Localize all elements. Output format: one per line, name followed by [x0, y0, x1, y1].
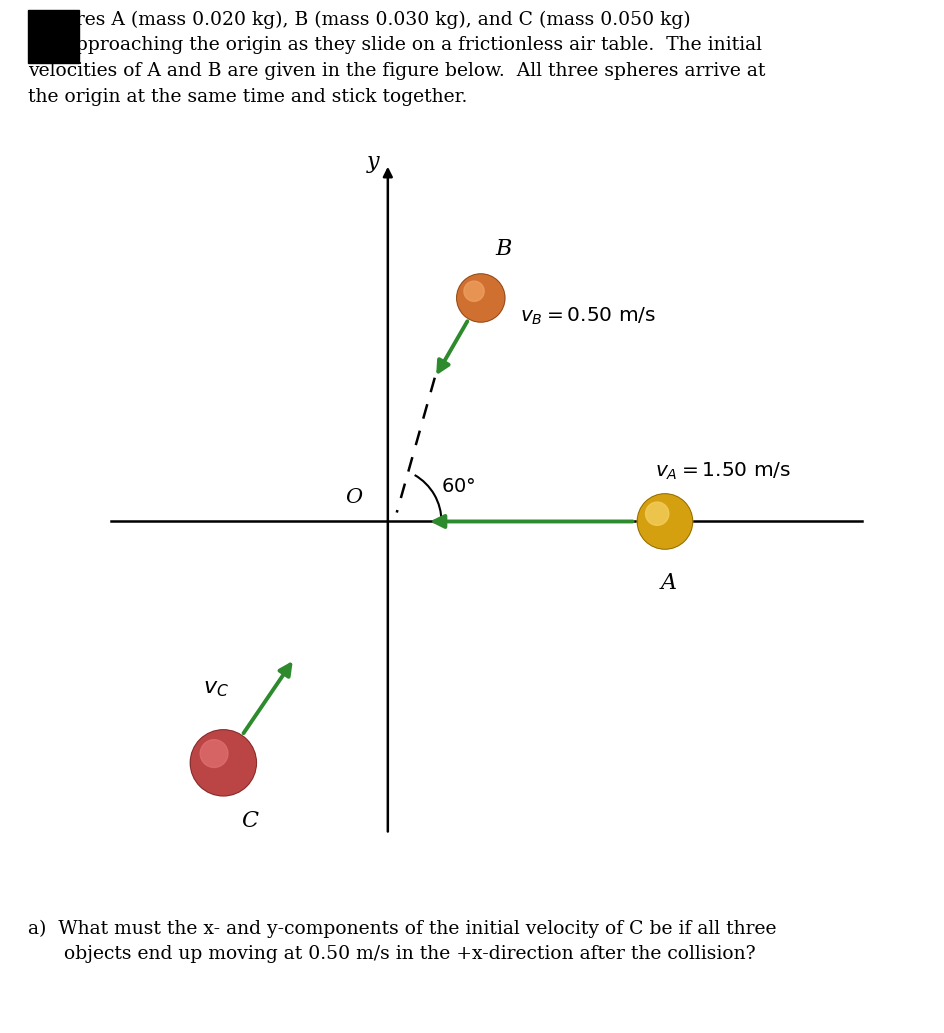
- Text: Spheres A (mass 0.020 kg), B (mass 0.030 kg), and C (mass 0.050 kg)
are approach: Spheres A (mass 0.020 kg), B (mass 0.030…: [28, 10, 766, 105]
- Text: B: B: [495, 238, 512, 259]
- FancyBboxPatch shape: [28, 10, 78, 63]
- Text: $60°$: $60°$: [442, 478, 476, 497]
- Text: y: y: [367, 151, 379, 173]
- Circle shape: [457, 274, 505, 322]
- Text: a)  What must the x- and y-components of the initial velocity of C be if all thr: a) What must the x- and y-components of …: [28, 919, 777, 964]
- Text: $v_A = 1.50\ \mathrm{m/s}$: $v_A = 1.50\ \mathrm{m/s}$: [655, 461, 791, 482]
- Circle shape: [200, 740, 228, 768]
- Circle shape: [191, 729, 257, 795]
- Circle shape: [637, 494, 693, 550]
- Text: $v_C$: $v_C$: [203, 678, 228, 699]
- Text: C: C: [242, 810, 259, 833]
- Text: A: A: [661, 572, 677, 594]
- Text: O: O: [346, 489, 362, 507]
- Text: $v_B = 0.50\ \mathrm{m/s}$: $v_B = 0.50\ \mathrm{m/s}$: [520, 305, 656, 326]
- Circle shape: [646, 502, 669, 526]
- Circle shape: [464, 281, 484, 302]
